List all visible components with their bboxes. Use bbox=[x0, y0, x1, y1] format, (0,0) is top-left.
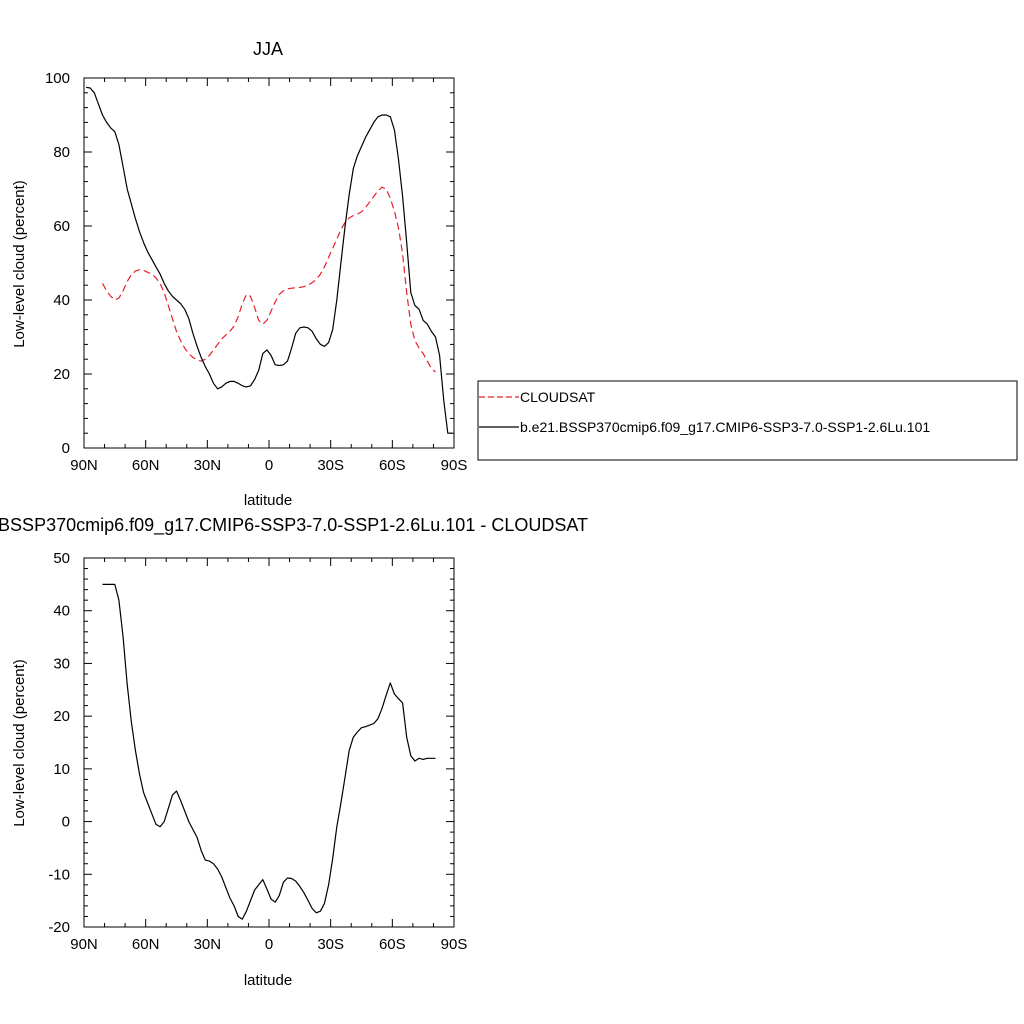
tick-labels-bottom: 90N 60N 30N 0 30S 60S 90S -20 -10 0 10 20 30 40 50 bbox=[48, 550, 467, 953]
y-tick-label: 20 bbox=[53, 708, 70, 725]
legend-box bbox=[477, 380, 1018, 461]
x-tick-label: 30S bbox=[317, 457, 344, 474]
x-tick-label: 60N bbox=[132, 457, 160, 474]
legend-label-cloudsat: CLOUDSAT bbox=[520, 389, 596, 405]
y-tick-label: 40 bbox=[53, 603, 70, 620]
y-tick-label: 10 bbox=[53, 761, 70, 778]
y-tick-label: 50 bbox=[53, 550, 70, 567]
x-axis-label-top: latitude bbox=[244, 492, 292, 509]
y-axis-label-top: Low-level cloud (percent) bbox=[11, 180, 28, 348]
y-tick-label: -10 bbox=[48, 866, 70, 883]
y-tick-label: 80 bbox=[53, 144, 70, 161]
x-tick-label: 90S bbox=[441, 936, 468, 953]
x-tick-label: 90N bbox=[70, 457, 98, 474]
x-tick-label: 90N bbox=[70, 936, 98, 953]
y-tick-label: 20 bbox=[53, 366, 70, 383]
x-tick-label: 90S bbox=[441, 457, 468, 474]
y-tick-label: 30 bbox=[53, 655, 70, 672]
x-tick-label: 30N bbox=[194, 936, 222, 953]
x-tick-label: 0 bbox=[265, 936, 273, 953]
plot-area-bottom bbox=[102, 583, 436, 920]
series-line-top-0 bbox=[101, 186, 436, 373]
plot-frame-bottom bbox=[83, 557, 455, 928]
y-tick-label: 40 bbox=[53, 292, 70, 309]
plot-frame-top bbox=[83, 77, 455, 449]
y-tick-label: 0 bbox=[62, 814, 70, 831]
x-tick-label: 0 bbox=[265, 457, 273, 474]
panel-bottom: b.e21.BSSP370cmip6.f09_g17.CMIP6-SSP3-7.… bbox=[0, 515, 588, 989]
chart-title-top: JJA bbox=[253, 39, 283, 59]
y-tick-label: -20 bbox=[48, 919, 70, 936]
y-axis-label-bottom: Low-level cloud (percent) bbox=[11, 659, 28, 827]
legend-label-model: b.e21.BSSP370cmip6.f09_g17.CMIP6-SSP3-7.… bbox=[520, 419, 930, 435]
x-axis-label-bottom: latitude bbox=[244, 972, 292, 989]
panel-top: JJA latitude Low-level cloud (percent) 9… bbox=[11, 39, 467, 509]
x-tick-label: 60N bbox=[132, 936, 160, 953]
tick-labels-top: 90N 60N 30N 0 30S 60S 90S 0 20 40 60 80 100 bbox=[45, 70, 467, 474]
x-tick-label: 30N bbox=[194, 457, 222, 474]
x-tick-label: 30S bbox=[317, 936, 344, 953]
series-line-top-1 bbox=[85, 86, 452, 434]
y-tick-label: 0 bbox=[62, 440, 70, 457]
x-tick-label: 60S bbox=[379, 936, 406, 953]
plot-area-top bbox=[85, 86, 452, 434]
y-tick-label: 100 bbox=[45, 70, 70, 87]
chart-title-bottom: b.e21.BSSP370cmip6.f09_g17.CMIP6-SSP3-7.… bbox=[0, 515, 588, 536]
legend: CLOUDSAT b.e21.BSSP370cmip6.f09_g17.CMIP… bbox=[477, 380, 1018, 461]
y-tick-label: 60 bbox=[53, 218, 70, 235]
x-tick-label: 60S bbox=[379, 457, 406, 474]
series-line-bottom-0 bbox=[102, 583, 436, 920]
